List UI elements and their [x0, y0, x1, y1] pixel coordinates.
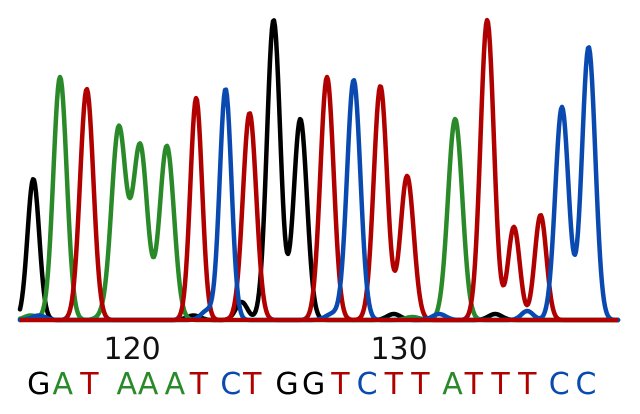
- base-call-T: T: [490, 367, 510, 402]
- base-call-T: T: [242, 367, 262, 402]
- base-call-G: G: [275, 367, 298, 402]
- base-call-T: T: [330, 367, 350, 402]
- trace-group: [17, 17, 621, 323]
- base-call-C: C: [357, 367, 378, 402]
- x-tick-label: 120: [103, 332, 160, 367]
- base-call-A: A: [138, 367, 159, 402]
- trace-T: [17, 17, 621, 323]
- base-call-C: C: [575, 367, 596, 402]
- tick-label-group: 120 130: [103, 332, 427, 367]
- base-call-A: A: [165, 367, 186, 402]
- base-call-T: T: [410, 367, 430, 402]
- base-call-T: T: [464, 367, 484, 402]
- x-tick-label: 130: [370, 332, 427, 367]
- base-call-T: T: [517, 367, 537, 402]
- base-call-T: T: [189, 367, 209, 402]
- base-call-A: A: [52, 367, 73, 402]
- base-call-G: G: [302, 367, 325, 402]
- base-call-T: T: [384, 367, 404, 402]
- base-call-C: C: [220, 367, 241, 402]
- base-call-C: C: [549, 367, 570, 402]
- base-call-G: G: [27, 367, 50, 402]
- base-call-T: T: [79, 367, 99, 402]
- base-call-A: A: [117, 367, 138, 402]
- base-call-A: A: [442, 367, 463, 402]
